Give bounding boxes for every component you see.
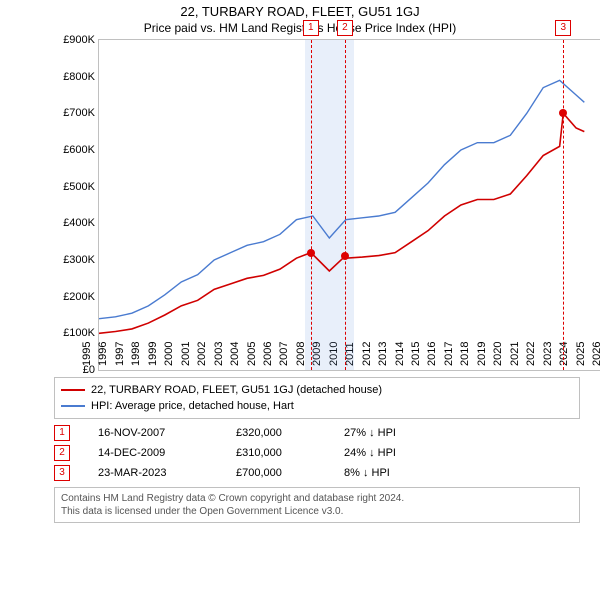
sale-marker (307, 249, 315, 257)
y-axis-label: £300K (63, 254, 99, 266)
sale-vline (345, 40, 346, 370)
legend-label: HPI: Average price, detached house, Hart (91, 398, 294, 414)
sale-marker (559, 109, 567, 117)
attribution-line: This data is licensed under the Open Gov… (61, 505, 573, 518)
legend: 22, TURBARY ROAD, FLEET, GU51 1GJ (detac… (54, 377, 580, 419)
sale-date: 14-DEC-2009 (98, 443, 208, 463)
sale-price: £310,000 (236, 443, 316, 463)
legend-swatch (61, 389, 85, 391)
sale-date: 16-NOV-2007 (98, 423, 208, 443)
sale-index: 2 (54, 445, 70, 461)
legend-item-price: 22, TURBARY ROAD, FLEET, GU51 1GJ (detac… (61, 382, 573, 398)
attribution-line: Contains HM Land Registry data © Crown c… (61, 492, 573, 505)
table-row: 3 23-MAR-2023 £700,000 8% ↓ HPI (54, 463, 580, 483)
legend-label: 22, TURBARY ROAD, FLEET, GU51 1GJ (detac… (91, 382, 382, 398)
legend-swatch (61, 405, 85, 407)
series-hpi (99, 80, 584, 318)
y-axis-label: £800K (63, 71, 99, 83)
sale-date: 23-MAR-2023 (98, 463, 208, 483)
attribution: Contains HM Land Registry data © Crown c… (54, 487, 580, 523)
y-axis-label: £700K (63, 107, 99, 119)
sale-vline (311, 40, 312, 370)
sale-number-box: 2 (337, 20, 353, 36)
y-axis-label: £400K (63, 217, 99, 229)
chart-title: 22, TURBARY ROAD, FLEET, GU51 1GJ (0, 4, 600, 19)
chart-subtitle: Price paid vs. HM Land Registry's House … (0, 21, 600, 35)
table-row: 2 14-DEC-2009 £310,000 24% ↓ HPI (54, 443, 580, 463)
sale-price: £700,000 (236, 463, 316, 483)
sale-vline (563, 40, 564, 370)
plot-lines (99, 40, 600, 370)
price-chart: £0£100K£200K£300K£400K£500K£600K£700K£80… (98, 39, 600, 371)
y-axis-label: £900K (63, 34, 99, 46)
sale-number-box: 1 (303, 20, 319, 36)
sales-table: 1 16-NOV-2007 £320,000 27% ↓ HPI 2 14-DE… (54, 423, 580, 483)
sale-number-box: 3 (555, 20, 571, 36)
sale-delta: 8% ↓ HPI (344, 463, 390, 483)
y-axis-label: £500K (63, 181, 99, 193)
sale-delta: 27% ↓ HPI (344, 423, 396, 443)
sale-index: 3 (54, 465, 70, 481)
sale-index: 1 (54, 425, 70, 441)
sale-price: £320,000 (236, 423, 316, 443)
y-axis-label: £200K (63, 291, 99, 303)
y-axis-label: £100K (63, 327, 99, 339)
sale-marker (341, 252, 349, 260)
y-axis-label: £600K (63, 144, 99, 156)
x-axis-label: 1995 (81, 342, 93, 370)
table-row: 1 16-NOV-2007 £320,000 27% ↓ HPI (54, 423, 580, 443)
sale-delta: 24% ↓ HPI (344, 443, 396, 463)
legend-item-hpi: HPI: Average price, detached house, Hart (61, 398, 573, 414)
